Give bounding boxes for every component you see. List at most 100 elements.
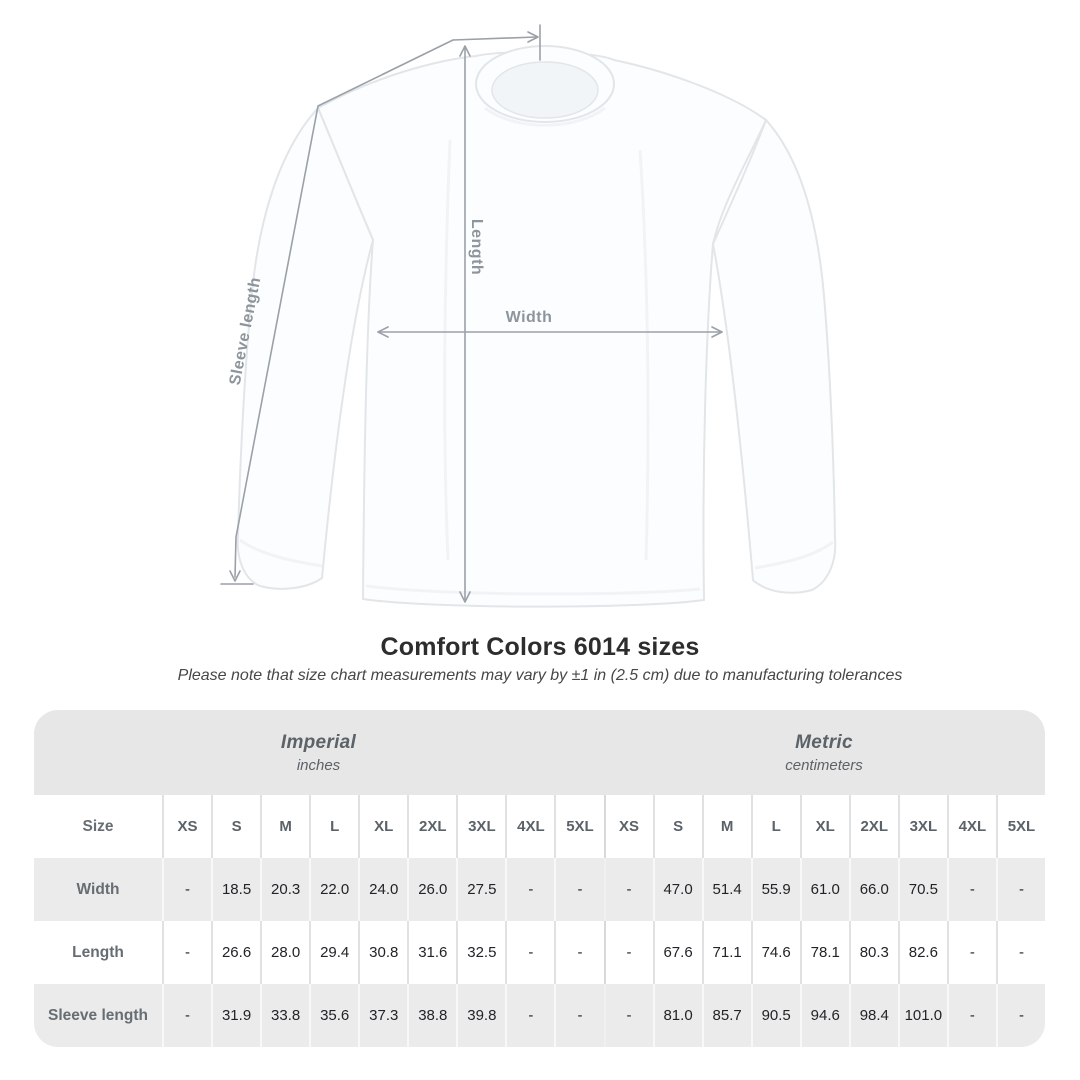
value-cell: 74.6 xyxy=(750,921,800,984)
tolerance-note: Please note that size chart measurements… xyxy=(177,667,903,684)
value-cell: 61.0 xyxy=(799,858,849,921)
value-cell: 90.5 xyxy=(750,984,800,1047)
value-cell: 81.0 xyxy=(652,984,702,1047)
size-column-header-imperial-s: S xyxy=(211,795,260,858)
value-cell: - xyxy=(554,921,603,984)
value-cell: - xyxy=(995,921,1045,984)
body-fold-right xyxy=(638,149,650,561)
page-title: Comfort Colors 6014 sizes xyxy=(380,633,700,661)
row-label: Width xyxy=(76,880,120,898)
row-label: Length xyxy=(72,943,124,961)
row-label: Sleeve length xyxy=(48,1006,148,1024)
body-fold-left xyxy=(443,139,452,561)
hem-stitch xyxy=(365,584,701,596)
value-cell: 82.6 xyxy=(897,921,947,984)
table-row-length: Length -26.6 28.0 29.4 30.8 31.6 32.5- - -67.6 71… xyxy=(34,921,1045,984)
value-cell: - xyxy=(554,984,603,1047)
value-cell: - xyxy=(162,858,211,921)
value-cell: 47.0 xyxy=(652,858,702,921)
table-body: Width -18.5 20.3 22.0 24.0 26.0 27.5- - -47.0 51.… xyxy=(34,858,1045,1047)
value-cell: - xyxy=(554,858,603,921)
value-cell: - xyxy=(505,984,554,1047)
value-cell: 51.4 xyxy=(701,858,751,921)
value-cell: - xyxy=(505,858,554,921)
arrow-down-icon xyxy=(459,591,471,603)
value-cell: 101.0 xyxy=(897,984,947,1047)
value-cell: 71.1 xyxy=(701,921,751,984)
size-header-row: Size XS S M L XL 2XL 3XL 4XL 5XL XS S M L XL 2XL 3XL 4XL… xyxy=(34,795,1045,858)
value-cell: 31.9 xyxy=(211,984,260,1047)
imperial-label: Imperial xyxy=(280,731,357,753)
size-column-header-imperial-3xl: 3XL xyxy=(456,795,505,858)
value-cell: - xyxy=(995,858,1045,921)
value-cell: 27.5 xyxy=(456,858,505,921)
value-cell: 85.7 xyxy=(701,984,751,1047)
arrow-down-icon xyxy=(229,570,241,582)
right-cuff-seam xyxy=(754,540,834,570)
size-column-header-imperial-m: M xyxy=(260,795,309,858)
value-cell: - xyxy=(505,921,554,984)
value-cell: 67.6 xyxy=(652,921,702,984)
size-column-header-metric-5xl: 5XL xyxy=(995,795,1045,858)
shirt-illustration xyxy=(236,45,837,608)
arrow-right-icon xyxy=(527,31,539,43)
size-column-header-imperial-xl: XL xyxy=(358,795,407,858)
unit-section-header: Imperial inches Metric centimeters xyxy=(34,710,1045,795)
size-column-header-metric-xl: XL xyxy=(799,795,849,858)
imperial-section-header: Imperial inches xyxy=(34,710,603,795)
size-column-header-imperial-xs: XS xyxy=(162,795,211,858)
value-cell: - xyxy=(995,984,1045,1047)
value-cell: 31.6 xyxy=(407,921,456,984)
size-column-header-imperial-5xl: 5XL xyxy=(554,795,603,858)
value-cell: 35.6 xyxy=(309,984,358,1047)
collar-neck-hole xyxy=(491,61,599,119)
value-cell: 37.3 xyxy=(358,984,407,1047)
value-cell: - xyxy=(946,984,996,1047)
width-label: Width xyxy=(506,309,553,326)
imperial-unit: inches xyxy=(296,756,341,774)
table-row-sleeve-length: Sleeve length -31.9 33.8 35.6 37.3 38.8 39.8- -… xyxy=(34,984,1045,1047)
value-cell: 38.8 xyxy=(407,984,456,1047)
metric-section-header: Metric centimeters xyxy=(603,710,1045,795)
length-label: Length xyxy=(468,219,485,275)
left-cuff-seam xyxy=(239,538,323,568)
shirt-diagram: Sleeve length Length Width xyxy=(220,24,837,608)
size-column-header-metric-4xl: 4XL xyxy=(946,795,996,858)
value-cell: 70.5 xyxy=(897,858,947,921)
size-column-label: Size xyxy=(82,817,114,835)
shirt-left-sleeve xyxy=(236,106,375,590)
metric-unit: centimeters xyxy=(785,756,863,774)
table-row-width: Width -18.5 20.3 22.0 24.0 26.0 27.5- - -47.0 51.… xyxy=(34,858,1045,921)
value-cell: 24.0 xyxy=(358,858,407,921)
value-cell: 30.8 xyxy=(358,921,407,984)
size-column-header-metric-l: L xyxy=(750,795,800,858)
value-cell: 26.0 xyxy=(407,858,456,921)
size-column-header-metric-s: S xyxy=(652,795,702,858)
size-column-header-metric-3xl: 3XL xyxy=(897,795,947,858)
size-column-header-metric-2xl: 2XL xyxy=(848,795,898,858)
value-cell: - xyxy=(946,858,996,921)
metric-label: Metric xyxy=(795,731,853,753)
arrow-up-icon xyxy=(459,45,471,57)
value-cell: 33.8 xyxy=(260,984,309,1047)
size-column-header-imperial-2xl: 2XL xyxy=(407,795,456,858)
size-column-header-imperial-l: L xyxy=(309,795,358,858)
value-cell: 18.5 xyxy=(211,858,260,921)
size-table: Imperial inches Metric centimeters Size … xyxy=(34,710,1045,1047)
shirt-right-sleeve xyxy=(711,118,837,594)
value-cell: 20.3 xyxy=(260,858,309,921)
arrow-right-icon xyxy=(711,326,723,338)
value-cell: 78.1 xyxy=(799,921,849,984)
collar-seam xyxy=(484,106,606,127)
value-cell: 80.3 xyxy=(848,921,898,984)
value-cell: - xyxy=(603,858,653,921)
value-cell: - xyxy=(603,984,653,1047)
value-cell: 39.8 xyxy=(456,984,505,1047)
value-cell: 98.4 xyxy=(848,984,898,1047)
arrow-left-icon xyxy=(377,326,389,338)
size-column-header-metric-xs: XS xyxy=(603,795,653,858)
value-cell: - xyxy=(162,921,211,984)
value-cell: 28.0 xyxy=(260,921,309,984)
value-cell: 22.0 xyxy=(309,858,358,921)
